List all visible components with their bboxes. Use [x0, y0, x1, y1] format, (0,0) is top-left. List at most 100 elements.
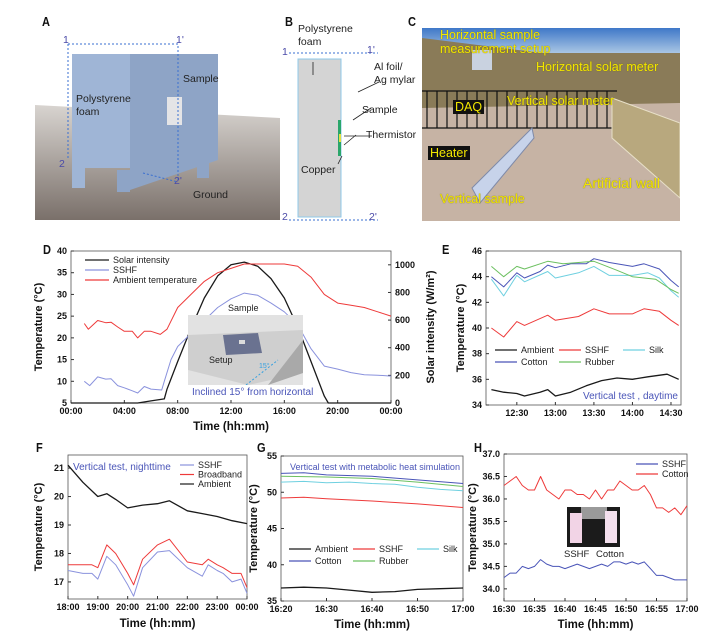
series-line-solar-intensity [71, 261, 391, 404]
x-tick-label: 17:00 [675, 604, 698, 614]
y-axis-title: Temperature (°C) [455, 283, 467, 372]
y-tick-label: 34.0 [482, 584, 500, 594]
y-tick-label: 17 [54, 577, 64, 587]
series-line-cotton [503, 476, 688, 516]
x-tick-label: 16:35 [523, 604, 546, 614]
inset-label-setup: Setup [209, 355, 233, 365]
y-tick-label: 35 [57, 268, 67, 278]
x-tick-label: 12:30 [505, 408, 528, 418]
y-tick-label: 36.0 [482, 494, 500, 504]
inset-label-angle: 15° [259, 363, 270, 370]
y-tick-label: 5 [62, 398, 67, 408]
label-horizontal-setup-1: Horizontal sample [440, 28, 541, 42]
y-tick-label: 35.0 [482, 539, 500, 549]
label-horizontal-setup-2: measurement setup [440, 42, 551, 56]
y-axis-title: Temperature (°C) [248, 484, 260, 573]
x-tick-label: 16:50 [406, 604, 429, 614]
label-polystyrene: Polystyrene [76, 93, 131, 105]
x-tick-label: 16:40 [360, 604, 383, 614]
section-point-2-prime: 2' [174, 175, 182, 187]
x-tick-label: 16:20 [269, 604, 292, 614]
x-tick-label: 12:00 [219, 406, 242, 416]
panel-letter-d: D [43, 242, 51, 257]
label-heater: Heater [428, 146, 470, 160]
y-tick-label: 40 [472, 323, 482, 333]
y2-tick-label: 1000 [395, 260, 415, 270]
chart-annotation: Vertical test, nighttime [73, 462, 171, 473]
label-vertical-solar-meter: Vertical solar meter [507, 94, 614, 108]
series-line-ambient [280, 586, 464, 593]
y-tick-label: 30 [57, 289, 67, 299]
label-ag-mylar: Ag mylar [374, 74, 416, 86]
y-tick-label: 19 [54, 520, 64, 530]
chart-g: 16:20 16:30 16:40 16:50 17:00 35 40 45 50 55 Time … [248, 451, 475, 631]
inset-label-sshf: SSHF [564, 549, 590, 560]
label-sample: Sample [183, 73, 219, 85]
legend-label: Ambient temperature [113, 275, 197, 285]
series-line-ambient [67, 464, 248, 525]
x-tick-label: 16:45 [584, 604, 607, 614]
chart-f: 18:00 19:00 20:00 21:00 22:00 23:00 00:00 17 18 1… [33, 454, 259, 630]
x-tick-label: 04:00 [113, 406, 136, 416]
y-tick-label: 42 [472, 297, 482, 307]
y-tick-label: 55 [267, 451, 277, 461]
inset-label-cotton: Cotton [596, 549, 624, 560]
x-tick-label: 20:00 [326, 406, 349, 416]
x-tick-label: 16:00 [273, 406, 296, 416]
legend-label: SSHF [113, 265, 138, 275]
x-axis-title: Time (hh:mm) [193, 421, 269, 433]
panel-letter-e: E [442, 242, 450, 257]
series-line-silk [280, 480, 464, 492]
x-tick-label: 18:00 [56, 602, 79, 612]
inclined-setup-render [188, 315, 303, 385]
series-line-ambient-temperature [83, 263, 392, 339]
y-tick-label: 45 [267, 524, 277, 534]
foam-box-illustration [35, 43, 280, 220]
panel-letter-a: A [42, 14, 50, 29]
x-tick-label: 20:00 [116, 602, 139, 612]
x-tick-label: 00:00 [235, 602, 258, 612]
section-point-1: 1 [63, 34, 69, 46]
series-line-sshf [503, 559, 687, 581]
y-tick-label: 50 [267, 487, 277, 497]
legend-label: SSHF [662, 459, 687, 469]
x-tick-label: 16:50 [614, 604, 637, 614]
y-tick-label: 37.0 [482, 449, 500, 459]
x-tick-label: 21:00 [146, 602, 169, 612]
section-point-1-prime: 1' [367, 44, 375, 56]
x-tick-label: 23:00 [206, 602, 229, 612]
legend-label: Rubber [379, 556, 409, 566]
outdoor-setup-photo [422, 28, 680, 221]
y2-tick-label: 600 [395, 315, 410, 325]
label-sample: Sample [362, 104, 398, 116]
legend-label: Solar intensity [113, 255, 170, 265]
x-tick-label: 13:00 [544, 408, 567, 418]
panel-letter-f: F [36, 440, 43, 455]
y2-tick-label: 200 [395, 370, 410, 380]
x-tick-label: 16:55 [645, 604, 668, 614]
label-horizontal-solar-meter: Horizontal solar meter [536, 60, 659, 74]
panel-letter-g: G [257, 440, 266, 455]
y-tick-label: 21 [54, 463, 64, 473]
series-line-silk [490, 265, 680, 298]
legend-label: Silk [443, 544, 458, 554]
section-point-1: 1 [282, 46, 288, 58]
y-axis-title: Temperature (°C) [33, 282, 45, 371]
legend-label: Cotton [662, 469, 689, 479]
label-foam: foam [298, 36, 322, 48]
legend-label: Ambient [521, 345, 555, 355]
series-line-cotton [280, 472, 464, 484]
section-point-1-prime: 1' [176, 34, 184, 46]
x-tick-label: 16:30 [492, 604, 515, 614]
inset-caption: Inclined 15° from horizontal [192, 387, 314, 398]
label-daq: DAQ [453, 100, 485, 114]
legend-label: SSHF [379, 544, 404, 554]
section-point-2: 2 [282, 211, 288, 223]
arm-sleeve-photo [567, 507, 620, 547]
series-line-sshf [67, 550, 248, 597]
y2-axis-title: Solar intensity (W/m²) [425, 270, 437, 383]
chart-annotation: Vertical test , daytime [583, 391, 678, 402]
x-tick-label: 08:00 [166, 406, 189, 416]
series-line-sshf [491, 308, 679, 338]
y-tick-label: 34.5 [482, 561, 500, 571]
